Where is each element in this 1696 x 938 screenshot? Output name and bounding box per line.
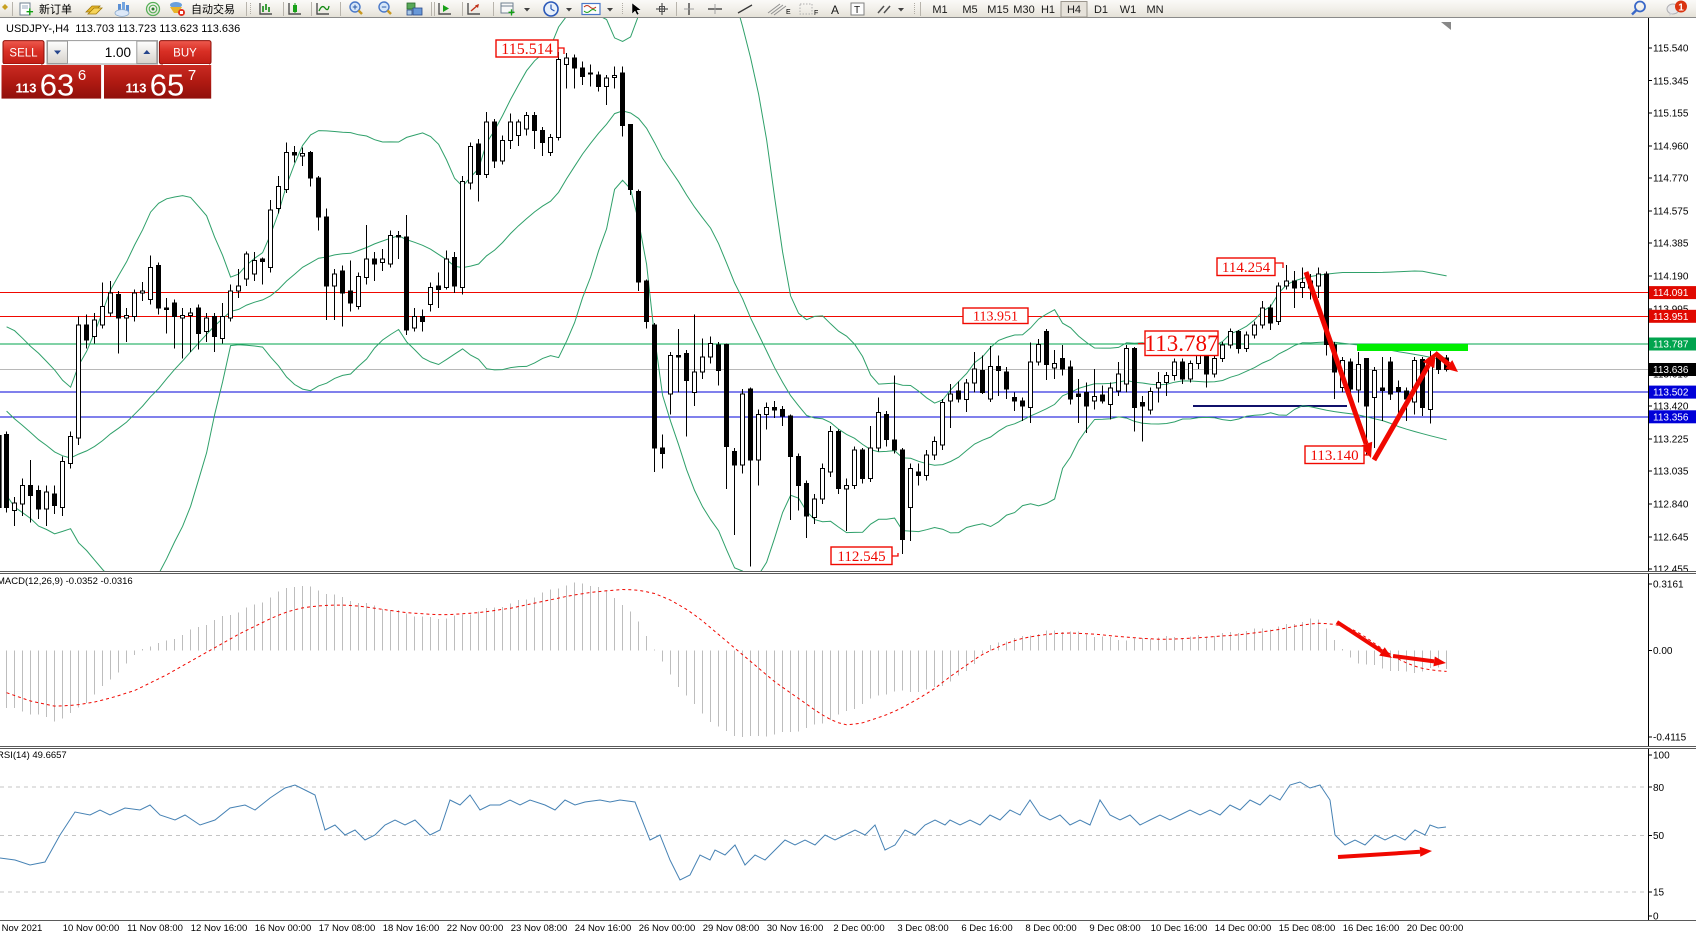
svg-text:E: E: [786, 9, 791, 16]
svg-text:114.770: 114.770: [1653, 174, 1689, 185]
svg-text:50: 50: [1653, 831, 1665, 842]
svg-text:115.514: 115.514: [501, 41, 552, 58]
svg-text:+: +: [352, 2, 357, 12]
svg-text:29 Nov 08:00: 29 Nov 08:00: [703, 923, 760, 934]
svg-text:113: 113: [126, 81, 147, 96]
svg-text:113.787: 113.787: [1653, 340, 1689, 351]
svg-text:11 Nov 08:00: 11 Nov 08:00: [127, 923, 183, 934]
svg-text:115.155: 115.155: [1653, 108, 1689, 119]
svg-text:RSI(14) 49.6657: RSI(14) 49.6657: [0, 750, 67, 761]
svg-text:114.254: 114.254: [1222, 260, 1271, 276]
svg-text:17 Nov 08:00: 17 Nov 08:00: [319, 923, 376, 934]
svg-text:3 Dec 08:00: 3 Dec 08:00: [897, 923, 948, 934]
svg-text:0: 0: [1653, 912, 1659, 923]
svg-text:16 Dec 16:00: 16 Dec 16:00: [1343, 923, 1400, 934]
svg-text:10 Dec 16:00: 10 Dec 16:00: [1151, 923, 1208, 934]
svg-text:6 Dec 16:00: 6 Dec 16:00: [961, 923, 1012, 934]
svg-text:112.645: 112.645: [1653, 533, 1689, 544]
svg-text:D1: D1: [1094, 4, 1108, 16]
svg-text:1: 1: [1678, 3, 1684, 14]
svg-text:新订单: 新订单: [39, 2, 72, 16]
svg-text:113.951: 113.951: [1653, 312, 1689, 323]
svg-text:16 Nov 00:00: 16 Nov 00:00: [255, 923, 312, 934]
svg-text:MACD(12,26,9) -0.0352 -0.0316: MACD(12,26,9) -0.0352 -0.0316: [0, 576, 133, 587]
svg-text:8 Dec 00:00: 8 Dec 00:00: [1025, 923, 1076, 934]
svg-text:113: 113: [16, 81, 37, 96]
svg-text:113.356: 113.356: [1653, 412, 1689, 423]
svg-text:1.00: 1.00: [105, 45, 131, 60]
svg-text:113.636: 113.636: [1653, 365, 1689, 376]
svg-text:112.840: 112.840: [1653, 500, 1689, 511]
svg-text:24 Nov 16:00: 24 Nov 16:00: [575, 923, 632, 934]
svg-text:9 Dec 08:00: 9 Dec 08:00: [1089, 923, 1140, 934]
svg-text:112.545: 112.545: [837, 549, 885, 565]
svg-text:15: 15: [1653, 888, 1665, 899]
svg-text:113.951: 113.951: [973, 310, 1018, 325]
svg-text:14 Dec 00:00: 14 Dec 00:00: [1215, 923, 1272, 934]
svg-text:113.140: 113.140: [1310, 448, 1358, 464]
svg-text:F: F: [814, 10, 818, 17]
svg-text:M30: M30: [1013, 4, 1034, 16]
svg-text:-0.4115: -0.4115: [1653, 733, 1687, 744]
svg-text:M1: M1: [932, 4, 947, 16]
svg-text:65: 65: [150, 68, 184, 103]
svg-text:115.345: 115.345: [1653, 76, 1689, 87]
svg-text:自动交易: 自动交易: [191, 2, 235, 16]
svg-text:M15: M15: [987, 4, 1008, 16]
svg-text:W1: W1: [1120, 4, 1137, 16]
svg-text:18 Nov 16:00: 18 Nov 16:00: [383, 923, 440, 934]
svg-text:0.00: 0.00: [1653, 646, 1673, 657]
svg-text:23 Nov 08:00: 23 Nov 08:00: [511, 923, 568, 934]
svg-text:A: A: [831, 3, 839, 17]
svg-text:SELL: SELL: [9, 48, 38, 60]
svg-text:15 Dec 08:00: 15 Dec 08:00: [1279, 923, 1336, 934]
svg-text:114.575: 114.575: [1653, 206, 1689, 217]
svg-text:115.540: 115.540: [1653, 43, 1689, 54]
svg-text:7: 7: [188, 67, 196, 84]
svg-text:26 Nov 00:00: 26 Nov 00:00: [639, 923, 696, 934]
svg-text:MN: MN: [1146, 4, 1163, 16]
svg-text:9 Nov 2021: 9 Nov 2021: [0, 923, 42, 934]
svg-text:114.091: 114.091: [1653, 288, 1689, 299]
svg-text:100: 100: [1653, 751, 1670, 762]
svg-text:30 Nov 16:00: 30 Nov 16:00: [767, 923, 824, 934]
svg-text:H1: H1: [1041, 4, 1055, 16]
svg-text:63: 63: [40, 68, 74, 103]
svg-text:113.420: 113.420: [1653, 402, 1689, 413]
svg-text:22 Nov 00:00: 22 Nov 00:00: [447, 923, 504, 934]
svg-text:113.035: 113.035: [1653, 467, 1689, 478]
svg-text:20 Dec 00:00: 20 Dec 00:00: [1407, 923, 1464, 934]
svg-text:−: −: [381, 2, 386, 12]
svg-text:114.385: 114.385: [1653, 239, 1689, 250]
svg-text:12 Nov 16:00: 12 Nov 16:00: [191, 923, 248, 934]
svg-text:+: +: [508, 6, 515, 20]
svg-text:USDJPY-,H4 113.703 113.723 11: USDJPY-,H4 113.703 113.723 113.623 113.6…: [6, 23, 240, 35]
svg-text:112.455: 112.455: [1653, 565, 1689, 576]
svg-text:113.225: 113.225: [1653, 435, 1689, 446]
svg-text:+: +: [26, 4, 34, 19]
svg-text:BUY: BUY: [173, 48, 197, 60]
svg-text:2 Dec 00:00: 2 Dec 00:00: [833, 923, 884, 934]
svg-text:114.960: 114.960: [1653, 141, 1689, 152]
svg-text:M5: M5: [962, 4, 977, 16]
svg-text:H4: H4: [1067, 4, 1081, 16]
svg-text:T: T: [854, 5, 860, 16]
svg-text:113.502: 113.502: [1653, 388, 1689, 399]
svg-text:10 Nov 00:00: 10 Nov 00:00: [63, 923, 120, 934]
svg-text:80: 80: [1653, 783, 1665, 794]
svg-text:0.3161: 0.3161: [1653, 580, 1684, 591]
svg-text:114.190: 114.190: [1653, 272, 1689, 283]
svg-text:113.787: 113.787: [1145, 331, 1219, 356]
svg-text:6: 6: [78, 67, 86, 84]
